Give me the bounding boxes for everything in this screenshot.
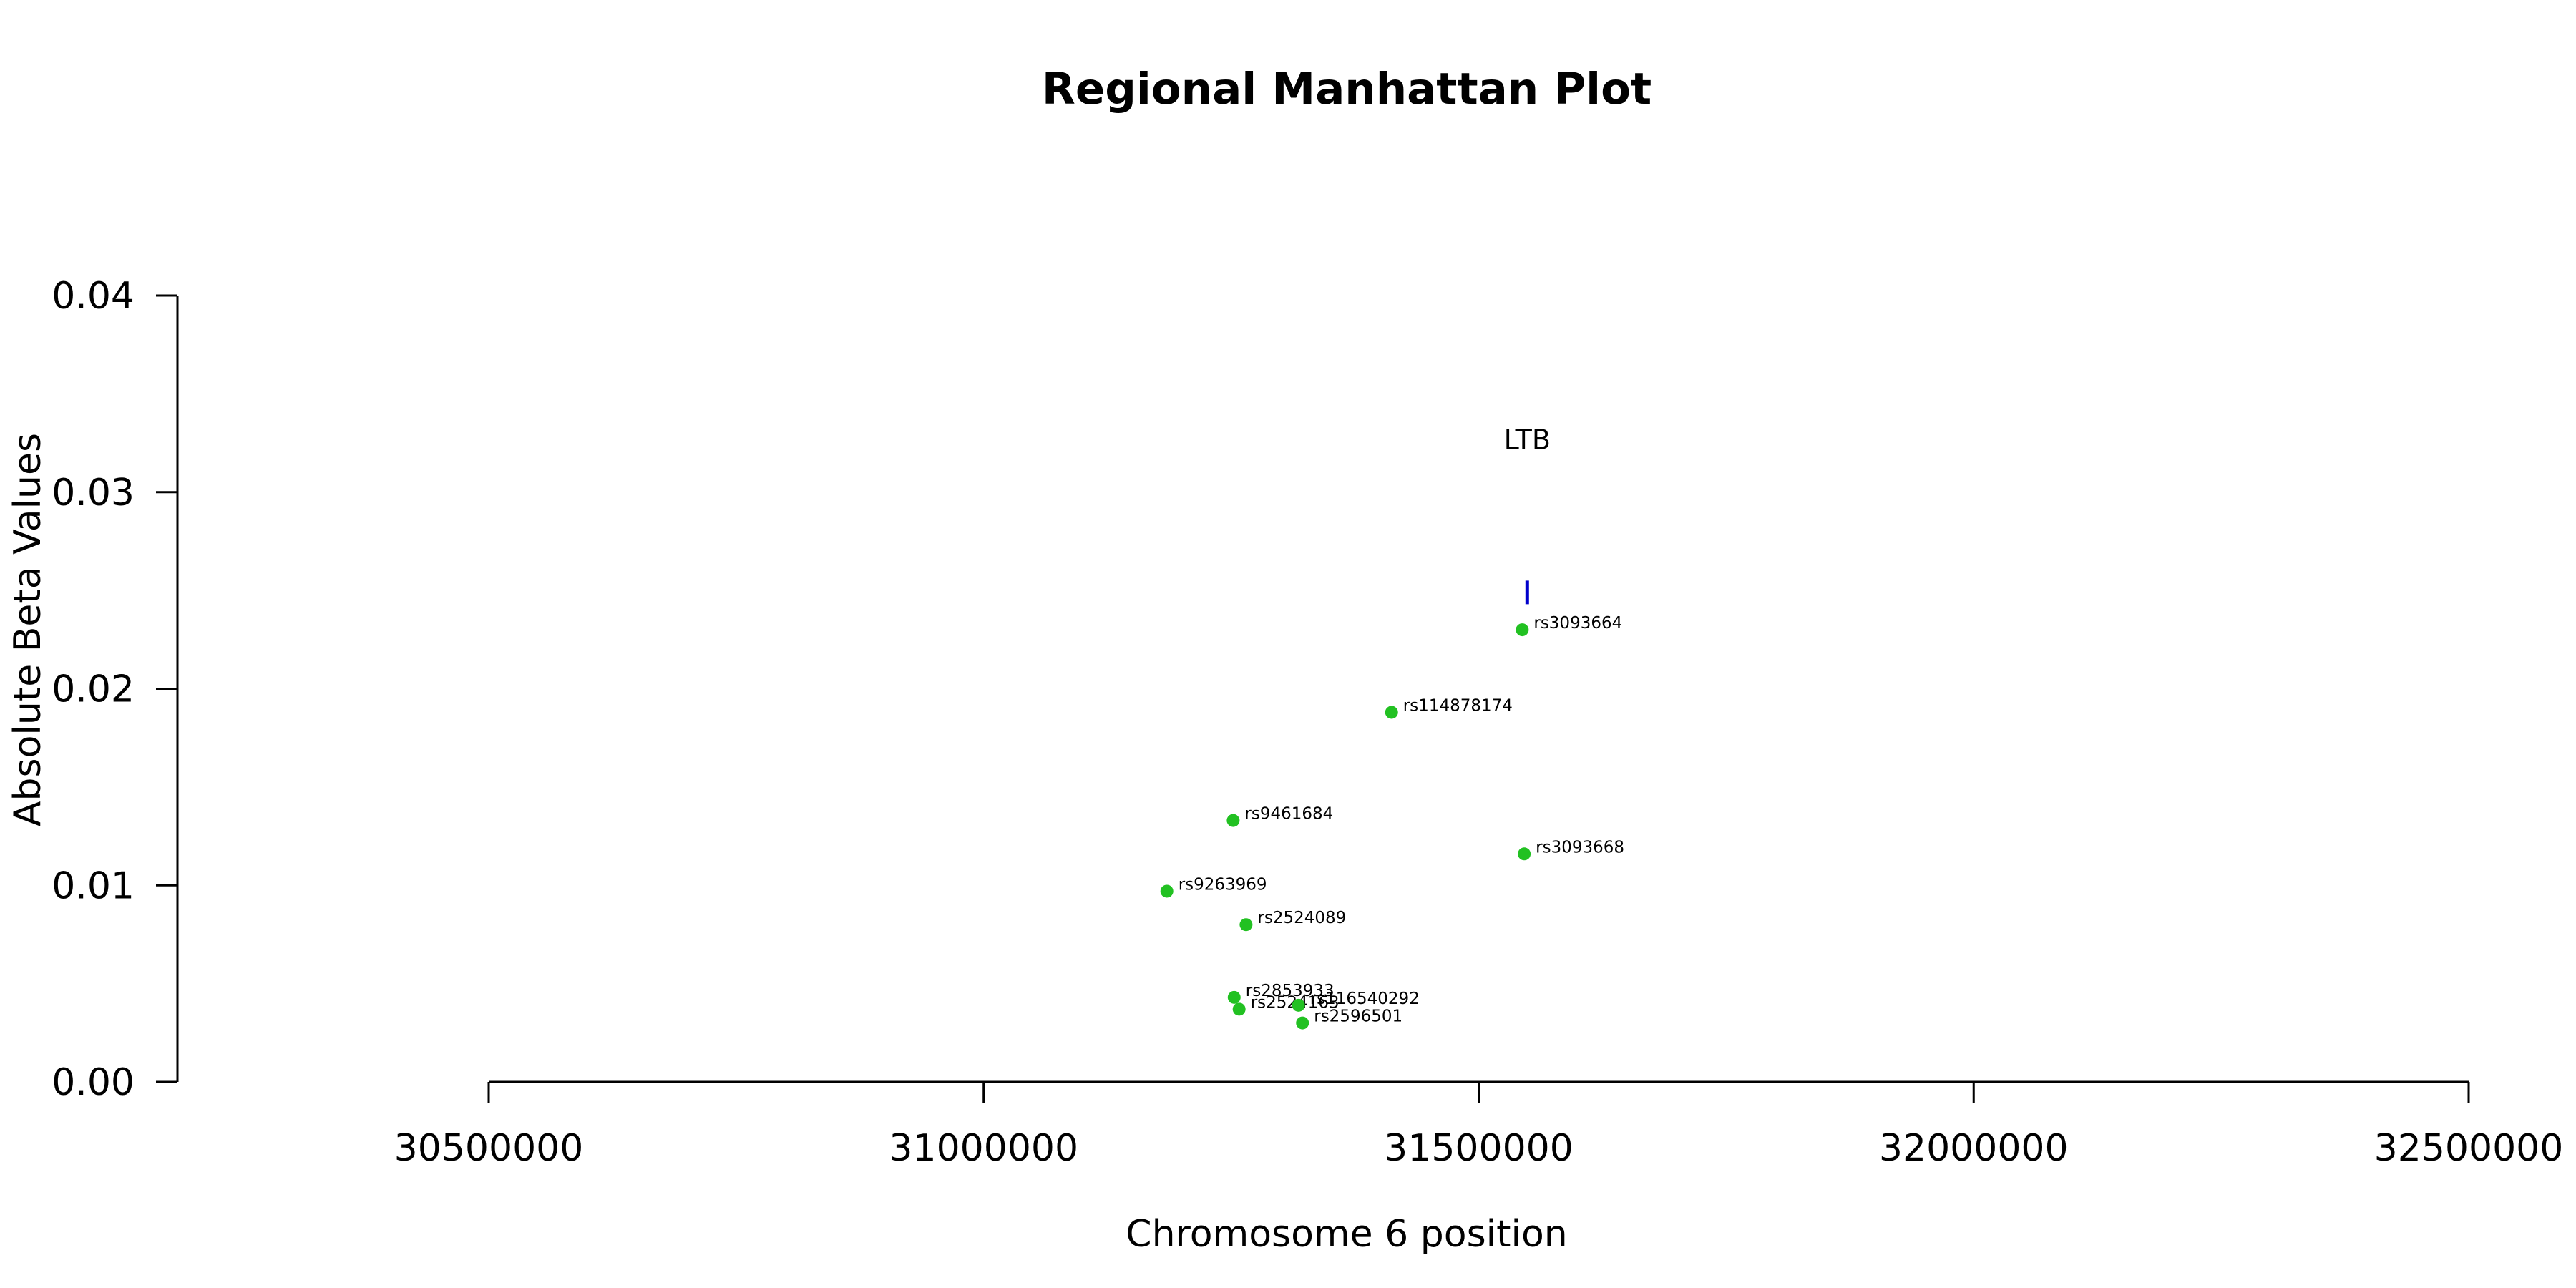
- snp-label: rs2524089: [1257, 909, 1346, 927]
- snp-point: [1292, 998, 1305, 1012]
- y-axis: 0.00 0.01 0.02 0.03 0.04: [52, 275, 179, 1104]
- y-tick-label: 0.03: [52, 472, 135, 514]
- gene-label: LTB: [1504, 424, 1551, 455]
- snp-label: rs116540292: [1310, 990, 1420, 1008]
- y-axis-title: Absolute Beta Values: [6, 433, 49, 826]
- x-axis-title: Chromosome 6 position: [1126, 1213, 1567, 1256]
- x-tick-label: 31000000: [889, 1127, 1078, 1170]
- snp-points: rs3093664 rs114878174 rs9461684 rs3093668 rs…: [1160, 614, 1624, 1030]
- snp-label: rs114878174: [1403, 696, 1513, 715]
- y-tick-label: 0.01: [52, 864, 135, 907]
- x-axis: 30500000 31000000 31500000 32000000 32500000: [394, 1080, 2564, 1170]
- x-tick-label: 32000000: [1879, 1127, 2069, 1170]
- snp-point: [1516, 623, 1529, 637]
- snp-label: rs9263969: [1179, 875, 1267, 894]
- x-tick-label: 30500000: [394, 1127, 584, 1170]
- y-tick-label: 0.04: [52, 275, 135, 318]
- snp-point: [1518, 847, 1531, 861]
- snp-label: rs9461684: [1244, 805, 1333, 824]
- snp-label: rs3093664: [1533, 614, 1622, 633]
- snp-point: [1385, 706, 1398, 719]
- snp-point: [1239, 918, 1253, 932]
- snp-point: [1226, 814, 1240, 827]
- y-tick-label: 0.02: [52, 668, 135, 711]
- snp-label: rs2853933: [1246, 982, 1335, 1000]
- snp-point: [1160, 884, 1174, 898]
- snp-label: rs2596501: [1314, 1008, 1402, 1026]
- snp-point: [1227, 990, 1241, 1004]
- snp-point: [1296, 1016, 1309, 1030]
- snp-point: [1232, 1002, 1246, 1016]
- gene-markers: LTB: [1504, 424, 1551, 605]
- x-tick-label: 31500000: [1384, 1127, 1574, 1170]
- snp-label: rs3093668: [1536, 838, 1624, 857]
- y-tick-label: 0.00: [52, 1061, 135, 1104]
- chart-title: Regional Manhattan Plot: [1042, 64, 1652, 114]
- x-tick-label: 32500000: [2374, 1127, 2564, 1170]
